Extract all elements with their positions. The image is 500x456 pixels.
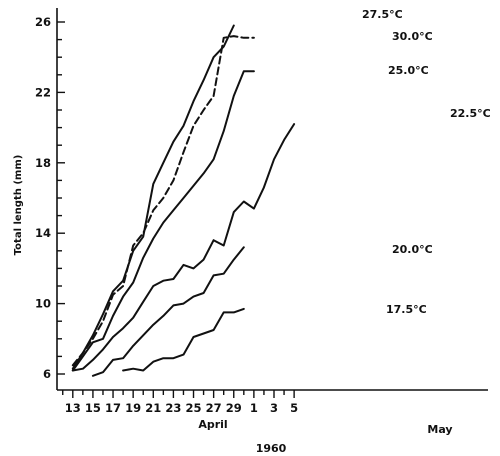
series-label: 20.0°C <box>392 243 433 256</box>
x-tick-label: 21 <box>145 401 161 415</box>
series-line-22.5 <box>71 123 296 372</box>
x-tick-label: 23 <box>165 401 181 415</box>
series-label: 30.0°C <box>392 30 433 43</box>
year-label: 1960 <box>256 442 287 455</box>
series-label: 27.5°C <box>362 8 403 21</box>
y-axis-title: Total length (mm) <box>13 155 24 256</box>
series-line-25.0 <box>71 70 255 372</box>
series-line-17.5 <box>122 307 245 372</box>
month-label-may: May <box>427 423 452 436</box>
x-tick-label: 17 <box>105 401 121 415</box>
x-tick-label: 25 <box>186 401 202 415</box>
series-line-30.0 <box>71 35 255 367</box>
y-tick-label: 18 <box>35 156 51 170</box>
series-label: 22.5°C <box>450 107 491 120</box>
series-label: 17.5°C <box>386 303 427 316</box>
x-tick-label: 5 <box>290 401 298 415</box>
x-tick-label: 19 <box>125 401 141 415</box>
x-tick-label: 13 <box>65 401 81 415</box>
series-line-20.0 <box>91 246 245 377</box>
x-tick-label: 29 <box>226 401 242 415</box>
x-tick-label: 3 <box>270 401 278 415</box>
y-tick-label: 22 <box>35 85 51 99</box>
month-label-april: April <box>198 418 227 431</box>
y-tick-label: 14 <box>35 226 51 240</box>
series-line-27.5 <box>71 24 235 370</box>
series-label: 25.0°C <box>388 64 429 77</box>
series-layer: 27.5°C 30.0°C 25.0°C 22.5°C 20.0°C 17.5°C <box>71 8 491 377</box>
y-tick-label: 26 <box>35 15 51 29</box>
x-tick-label: 1 <box>250 401 258 415</box>
x-tick-label: 15 <box>85 401 101 415</box>
y-tick-label: 6 <box>43 367 51 381</box>
y-tick-label: 10 <box>35 297 51 311</box>
x-tick-label: 27 <box>206 401 222 415</box>
